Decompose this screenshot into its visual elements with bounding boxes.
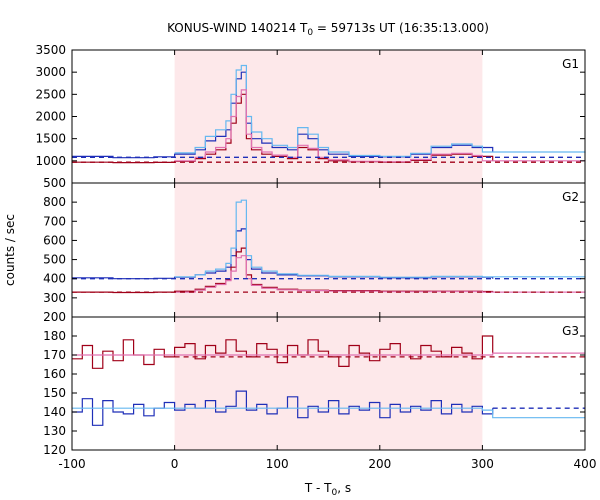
y-tick-label: 500 — [43, 176, 66, 190]
x-tick-label: 100 — [266, 457, 289, 471]
y-tick-label: 130 — [43, 424, 66, 438]
panel-label-g3: G3 — [562, 324, 579, 338]
axis-layer — [71, 49, 586, 451]
y-tick-label: 180 — [43, 329, 66, 343]
y-tick-label: 140 — [43, 405, 66, 419]
series-g2-lightblue-2 — [174, 199, 586, 278]
y-tick-label: 2000 — [35, 110, 66, 124]
panel-label-g2: G2 — [562, 190, 579, 204]
panel-frame-g3 — [71, 316, 586, 451]
y-tick-label: 800 — [43, 195, 66, 209]
y-tick-label: 160 — [43, 367, 66, 381]
y-tick-label: 200 — [43, 310, 66, 324]
x-tick-label: 400 — [574, 457, 597, 471]
series-g3-red-0 — [72, 335, 494, 369]
y-tick-label: 170 — [43, 348, 66, 362]
y-tick-label: 400 — [43, 272, 66, 286]
interval-shade — [174, 50, 483, 450]
series-g1-lightblue-2 — [174, 64, 586, 157]
y-tick-label: 300 — [43, 291, 66, 305]
text-layer: KONUS-WIND 140214 T0 = 59713s UT (16:35:… — [3, 21, 596, 498]
x-tick-label: 200 — [368, 457, 391, 471]
shade-layer — [174, 50, 483, 450]
y-tick-label: 120 — [43, 443, 66, 457]
panel-label-g1: G1 — [562, 57, 579, 71]
series-g3-lightblue-2 — [72, 407, 585, 419]
chart-title: KONUS-WIND 140214 T0 = 59713s UT (16:35:… — [167, 21, 489, 38]
x-tick-label: 300 — [471, 457, 494, 471]
y-axis-label: counts / sec — [3, 214, 17, 286]
series-g1-pink-3 — [174, 89, 586, 163]
x-axis-label: T - T0, s — [304, 481, 351, 498]
series-g3-pink-3 — [72, 352, 585, 356]
y-tick-label: 700 — [43, 214, 66, 228]
y-tick-label: 1500 — [35, 132, 66, 146]
series-layer — [72, 64, 586, 426]
y-tick-label: 3500 — [35, 43, 66, 57]
y-tick-label: 600 — [43, 233, 66, 247]
y-tick-label: 500 — [43, 253, 66, 267]
y-tick-label: 2500 — [35, 87, 66, 101]
x-tick-label: 0 — [171, 457, 179, 471]
y-tick-label: 1000 — [35, 154, 66, 168]
y-tick-label: 150 — [43, 386, 66, 400]
x-tick-label: -100 — [58, 457, 85, 471]
y-tick-label: 3000 — [35, 65, 66, 79]
